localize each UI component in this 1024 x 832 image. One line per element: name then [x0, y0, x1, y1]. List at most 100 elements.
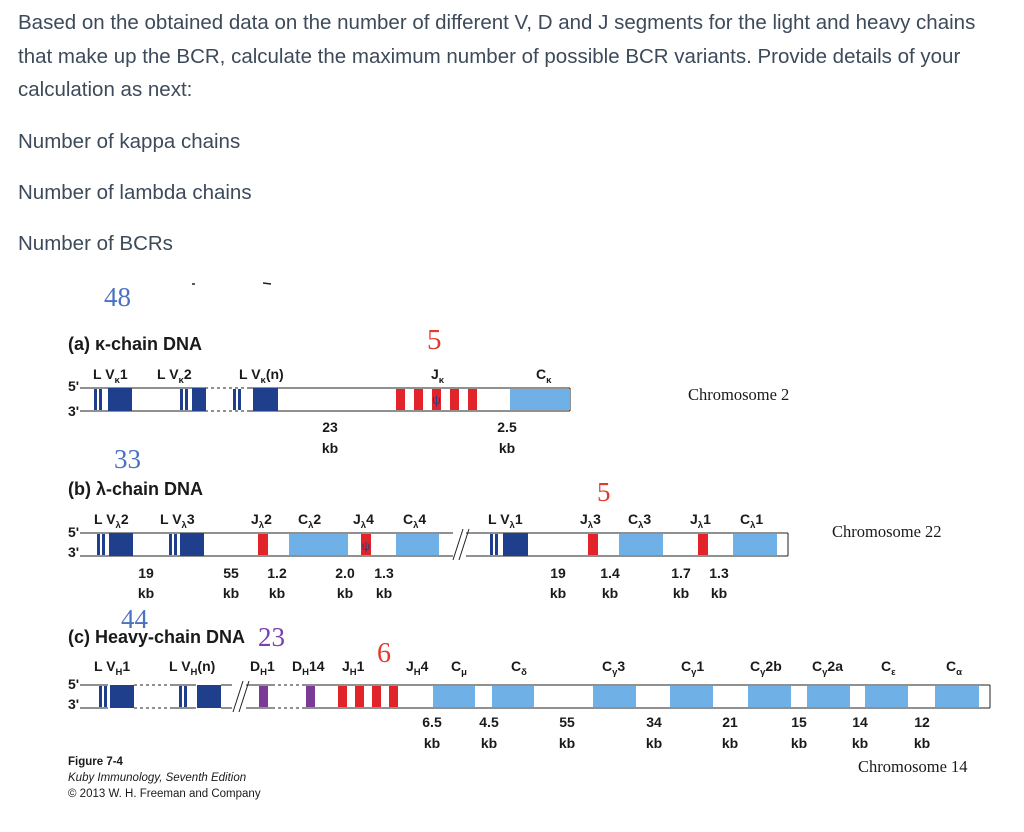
question-text: Based on the obtained data on the number…: [18, 6, 1008, 107]
distance-b-8: 1.7: [671, 565, 691, 581]
annotation-heavy-d: 23: [258, 622, 285, 652]
distance-c-2: 4.5: [479, 714, 499, 730]
v-lambda-3-segment: [180, 533, 204, 556]
distance-c-6-unit: kb: [791, 735, 807, 751]
v-heavy-1-segment: [110, 685, 134, 708]
j-heavy-segments: [338, 686, 398, 707]
c-lambda-1-segment: [733, 534, 777, 555]
distance-c-8-unit: kb: [914, 735, 930, 751]
d-heavy-14-segment: [306, 686, 315, 707]
c-epsilon-segment: [865, 686, 908, 707]
label-j-lambda-4: Jλ4: [353, 511, 374, 531]
distance-a-1: 23: [322, 419, 338, 435]
figure-number: Figure 7-4: [68, 756, 124, 768]
annotation-heavy-j: 6: [377, 638, 391, 669]
distance-c-3-unit: kb: [559, 735, 575, 751]
panel-c-title: (c) Heavy-chain DNA: [68, 627, 245, 647]
distance-c-4: 34: [646, 714, 662, 730]
c-gamma2a-segment: [807, 686, 850, 707]
label-lv-lambda-3: L Vλ3: [160, 511, 195, 531]
chromosome-14-label: Chromosome 14: [858, 757, 968, 776]
label-lv-lambda-2: L Vλ2: [94, 511, 129, 531]
three-prime-a: 3': [68, 403, 79, 419]
leader-exons-b: [97, 534, 498, 555]
c-mu-segment: [433, 686, 475, 707]
label-j-heavy-1: JH1: [342, 658, 365, 678]
distance-a-2-unit: kb: [499, 440, 515, 456]
distance-a-2: 2.5: [497, 419, 517, 435]
v-lambda-1-segment: [503, 533, 528, 556]
label-c-lambda-2: Cλ2: [298, 511, 321, 531]
j-lambda-2-segment: [258, 534, 268, 555]
distance-b-4-unit: kb: [337, 585, 353, 601]
v-kappa-n-segment: [253, 388, 278, 411]
five-prime-c: 5': [68, 676, 79, 692]
annotation-kappa-v: 48: [104, 282, 131, 312]
distance-c-2-unit: kb: [481, 735, 497, 751]
label-c-mu: Cμ: [451, 658, 467, 678]
distance-b-6-unit: kb: [550, 585, 566, 601]
c-alpha-segment: [935, 686, 979, 707]
label-lv-kappa-2: L Vκ2: [157, 366, 192, 386]
d-heavy-1-segment: [259, 686, 268, 707]
annotation-kappa-j: 5: [427, 324, 442, 356]
distance-b-9: 1.3: [709, 565, 729, 581]
distance-c-7: 14: [852, 714, 868, 730]
panel-b-title: (b) λ-chain DNA: [68, 479, 203, 499]
label-j-lambda-1: Jλ1: [690, 511, 711, 531]
c-gamma3-segment: [593, 686, 636, 707]
distance-c-5-unit: kb: [722, 735, 738, 751]
label-lv-kappa-n: L Vκ(n): [239, 366, 284, 386]
label-lv-lambda-1: L Vλ1: [488, 511, 523, 531]
label-c-lambda-3: Cλ3: [628, 511, 651, 531]
distance-a-1-unit: kb: [322, 440, 338, 456]
distance-b-2: 55: [223, 565, 239, 581]
distance-b-9-unit: kb: [711, 585, 727, 601]
c-lambda-2-segment: [289, 534, 348, 555]
label-d-heavy-14: DH14: [292, 658, 325, 678]
c-lambda-3-segment: [619, 534, 663, 555]
label-j-kappa: Jκ: [431, 366, 445, 386]
question-paragraph: Based on the obtained data on the number…: [18, 11, 976, 101]
label-c-gamma3: Cγ3: [602, 658, 625, 678]
figure-copyright: © 2013 W. H. Freeman and Company: [68, 788, 261, 800]
five-prime-a: 5': [68, 378, 79, 394]
distance-b-5-unit: kb: [376, 585, 392, 601]
panel-heavy: (c) Heavy-chain DNA 5' 3': [68, 627, 991, 776]
label-c-gamma2a: Cγ2a: [812, 658, 843, 678]
label-c-lambda-1: Cλ1: [740, 511, 763, 531]
distance-c-1: 6.5: [422, 714, 442, 730]
lambda-chains-line: Number of lambda chains: [18, 181, 252, 204]
annotation-heavy-v: 44: [121, 604, 149, 634]
j-lambda-3-segment: [588, 534, 598, 555]
v-kappa-2-segment: [192, 388, 206, 411]
v-lambda-2-segment: [109, 533, 133, 556]
distance-b-2-unit: kb: [223, 585, 239, 601]
label-c-kappa: Cκ: [536, 366, 552, 386]
annotation-lambda-j: 5: [597, 477, 611, 507]
pseudogene-mark-icon: ψ: [432, 393, 441, 407]
panel-kappa: (a) κ-chain DNA 5' 3' ψ: [68, 334, 789, 456]
distance-b-6: 19: [550, 565, 566, 581]
distance-c-4-unit: kb: [646, 735, 662, 751]
label-lv-heavy-n: L VH(n): [169, 658, 215, 678]
v-kappa-1-segment: [108, 388, 132, 411]
figure-source: Kuby Immunology, Seventh Edition: [68, 772, 246, 784]
c-lambda-4-segment: [396, 534, 439, 555]
panel-a-title: (a) κ-chain DNA: [68, 334, 202, 354]
five-prime-b: 5': [68, 524, 79, 540]
leader-exons-c: [99, 686, 187, 707]
distance-c-8: 12: [914, 714, 930, 730]
three-prime-c: 3': [68, 696, 79, 712]
c-gamma1-segment: [670, 686, 713, 707]
distance-b-3: 1.2: [267, 565, 287, 581]
label-lv-heavy-1: L VH1: [94, 658, 130, 678]
strand-c: [80, 680, 991, 713]
label-c-lambda-4: Cλ4: [403, 511, 426, 531]
chromosome-2-label: Chromosome 2: [688, 385, 789, 404]
label-j-heavy-4: JH4: [406, 658, 429, 678]
distance-c-5: 21: [722, 714, 738, 730]
distance-b-1: 19: [138, 565, 154, 581]
distance-b-1-unit: kb: [138, 585, 154, 601]
